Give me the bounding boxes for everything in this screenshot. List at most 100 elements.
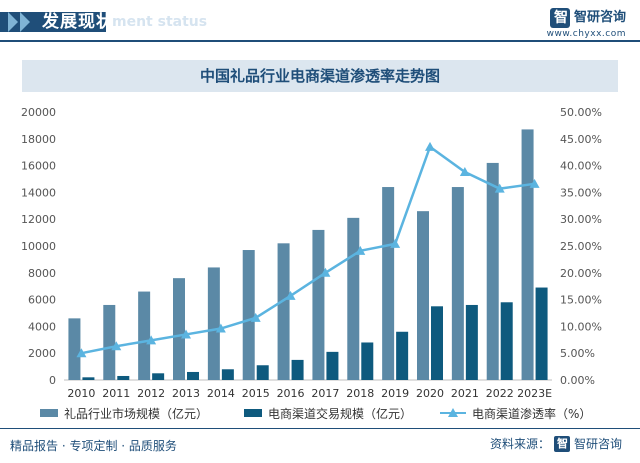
legend: 礼品行业市场规模（亿元） 电商渠道交易规模（亿元） 电商渠道渗透率（%） (40, 404, 620, 422)
bar-market (173, 278, 185, 380)
y-tick-label-right: 15.00% (560, 294, 602, 307)
x-tick-label: 2016 (277, 387, 305, 400)
y-tick-label-left: 8000 (28, 267, 56, 280)
footer-tagline: 精品报告 · 专项定制 · 品质服务 (10, 439, 177, 453)
y-tick-label-left: 12000 (21, 213, 56, 226)
y-tick-label-right: 45.00% (560, 133, 602, 146)
y-tick-label-left: 16000 (21, 160, 56, 173)
bar-ecommerce (465, 304, 478, 380)
legend-item-ecommerce: 电商渠道交易规模（亿元） (244, 404, 412, 422)
legend-item-penetration: 电商渠道渗透率（%） (440, 404, 591, 422)
point-penetration (390, 238, 401, 248)
bar-market (68, 318, 81, 380)
bar-ecommerce (396, 331, 409, 380)
section-subtitle: ment status (112, 14, 208, 30)
x-tick-label: 2012 (137, 387, 165, 400)
bar-market (347, 217, 360, 380)
chart-title-box: 中国礼品行业电商渠道渗透率走势图 (22, 60, 618, 92)
bar-ecommerce (152, 373, 165, 380)
header-divider (0, 40, 640, 42)
y-tick-label-left: 6000 (28, 294, 56, 307)
footer-divider (0, 428, 640, 429)
x-tick-label: 2019 (381, 387, 409, 400)
brand-name: 智研咨询 (573, 10, 626, 25)
legend-label-market: 礼品行业市场规模（亿元） (64, 406, 209, 421)
legend-label-ecommerce: 电商渠道交易规模（亿元） (268, 406, 413, 421)
point-penetration (146, 335, 157, 345)
footer-source: 资料来源： 智 智研咨询 (490, 435, 622, 452)
line-penetration (81, 144, 535, 355)
point-penetration (425, 141, 435, 151)
y-tick-label-right: 25.00% (560, 240, 602, 253)
bar-ecommerce (326, 351, 339, 380)
y-tick-label-right: 5.00% (560, 347, 595, 360)
point-penetration (285, 290, 296, 300)
point-penetration (181, 329, 191, 339)
point-penetration (320, 267, 331, 277)
point-penetration (215, 323, 226, 333)
bar-market (103, 304, 116, 380)
point-penetration (250, 312, 261, 322)
y-tick-label-left: 2000 (28, 347, 56, 360)
bar-market (521, 129, 534, 380)
bar-ecommerce (291, 359, 304, 380)
y-tick-label-left: 10000 (21, 240, 56, 253)
y-tick-label-left: 18000 (21, 133, 56, 146)
x-tick-label: 2013 (172, 387, 200, 400)
point-penetration (111, 341, 122, 351)
chevron-right-icon (20, 12, 30, 32)
y-tick-label-right: 10.00% (560, 320, 602, 333)
section-title: 发展现状 (42, 12, 114, 32)
x-tick-label: 2010 (67, 387, 95, 400)
section-header: 发展现状 ment status (0, 0, 640, 44)
point-penetration (529, 178, 540, 188)
x-tick-label: 2017 (311, 387, 339, 400)
y-tick-label-left: 20000 (21, 106, 56, 119)
y-tick-label-right: 30.00% (560, 213, 602, 226)
bar-ecommerce (431, 306, 443, 380)
bar-market (451, 187, 464, 380)
legend-swatch-ecommerce (244, 409, 262, 417)
bar-market (138, 291, 151, 380)
bar-market (382, 187, 395, 380)
bar-ecommerce (535, 287, 548, 380)
y-tick-label-left: 14000 (21, 186, 56, 199)
footer-source-name: 智研咨询 (573, 437, 622, 451)
bar-market (312, 229, 325, 380)
footer-logo-icon: 智 (553, 435, 570, 452)
bar-ecommerce (221, 369, 234, 380)
x-tick-label: 2011 (102, 387, 130, 400)
footer-source-label: 资料来源： (489, 437, 550, 451)
bar-ecommerce (82, 377, 95, 380)
legend-label-penetration: 电商渠道渗透率（%） (472, 406, 592, 421)
bar-market (242, 250, 255, 380)
x-tick-label: 2014 (207, 387, 235, 400)
x-tick-label: 2021 (451, 387, 479, 400)
x-tick-label: 2018 (346, 387, 374, 400)
point-penetration (459, 167, 470, 177)
y-tick-label-right: 50.00% (560, 106, 602, 119)
bar-ecommerce (117, 375, 130, 380)
bar-ecommerce (187, 371, 199, 380)
chevron-right-icon (8, 12, 18, 32)
brand: 智 智研咨询 www.chyxx.com (547, 8, 626, 39)
x-tick-label: 2020 (416, 387, 444, 400)
point-penetration (355, 245, 366, 255)
y-tick-label-right: 0.00% (560, 374, 595, 387)
bar-ecommerce (361, 342, 374, 380)
legend-swatch-penetration (440, 408, 466, 417)
brand-url: www.chyxx.com (546, 29, 626, 39)
chart-title: 中国礼品行业电商渠道渗透率走势图 (199, 67, 440, 85)
point-penetration (494, 183, 505, 193)
y-tick-label-right: 35.00% (560, 186, 602, 199)
y-tick-label-right: 20.00% (560, 267, 602, 280)
legend-swatch-market (40, 409, 58, 417)
bar-ecommerce (500, 302, 513, 380)
bar-market (207, 267, 220, 380)
point-penetration (76, 348, 87, 358)
brand-logo-icon: 智 (549, 8, 570, 28)
y-tick-label-right: 40.00% (560, 160, 602, 173)
x-tick-label: 2023E (517, 387, 552, 400)
bar-ecommerce (256, 365, 269, 380)
